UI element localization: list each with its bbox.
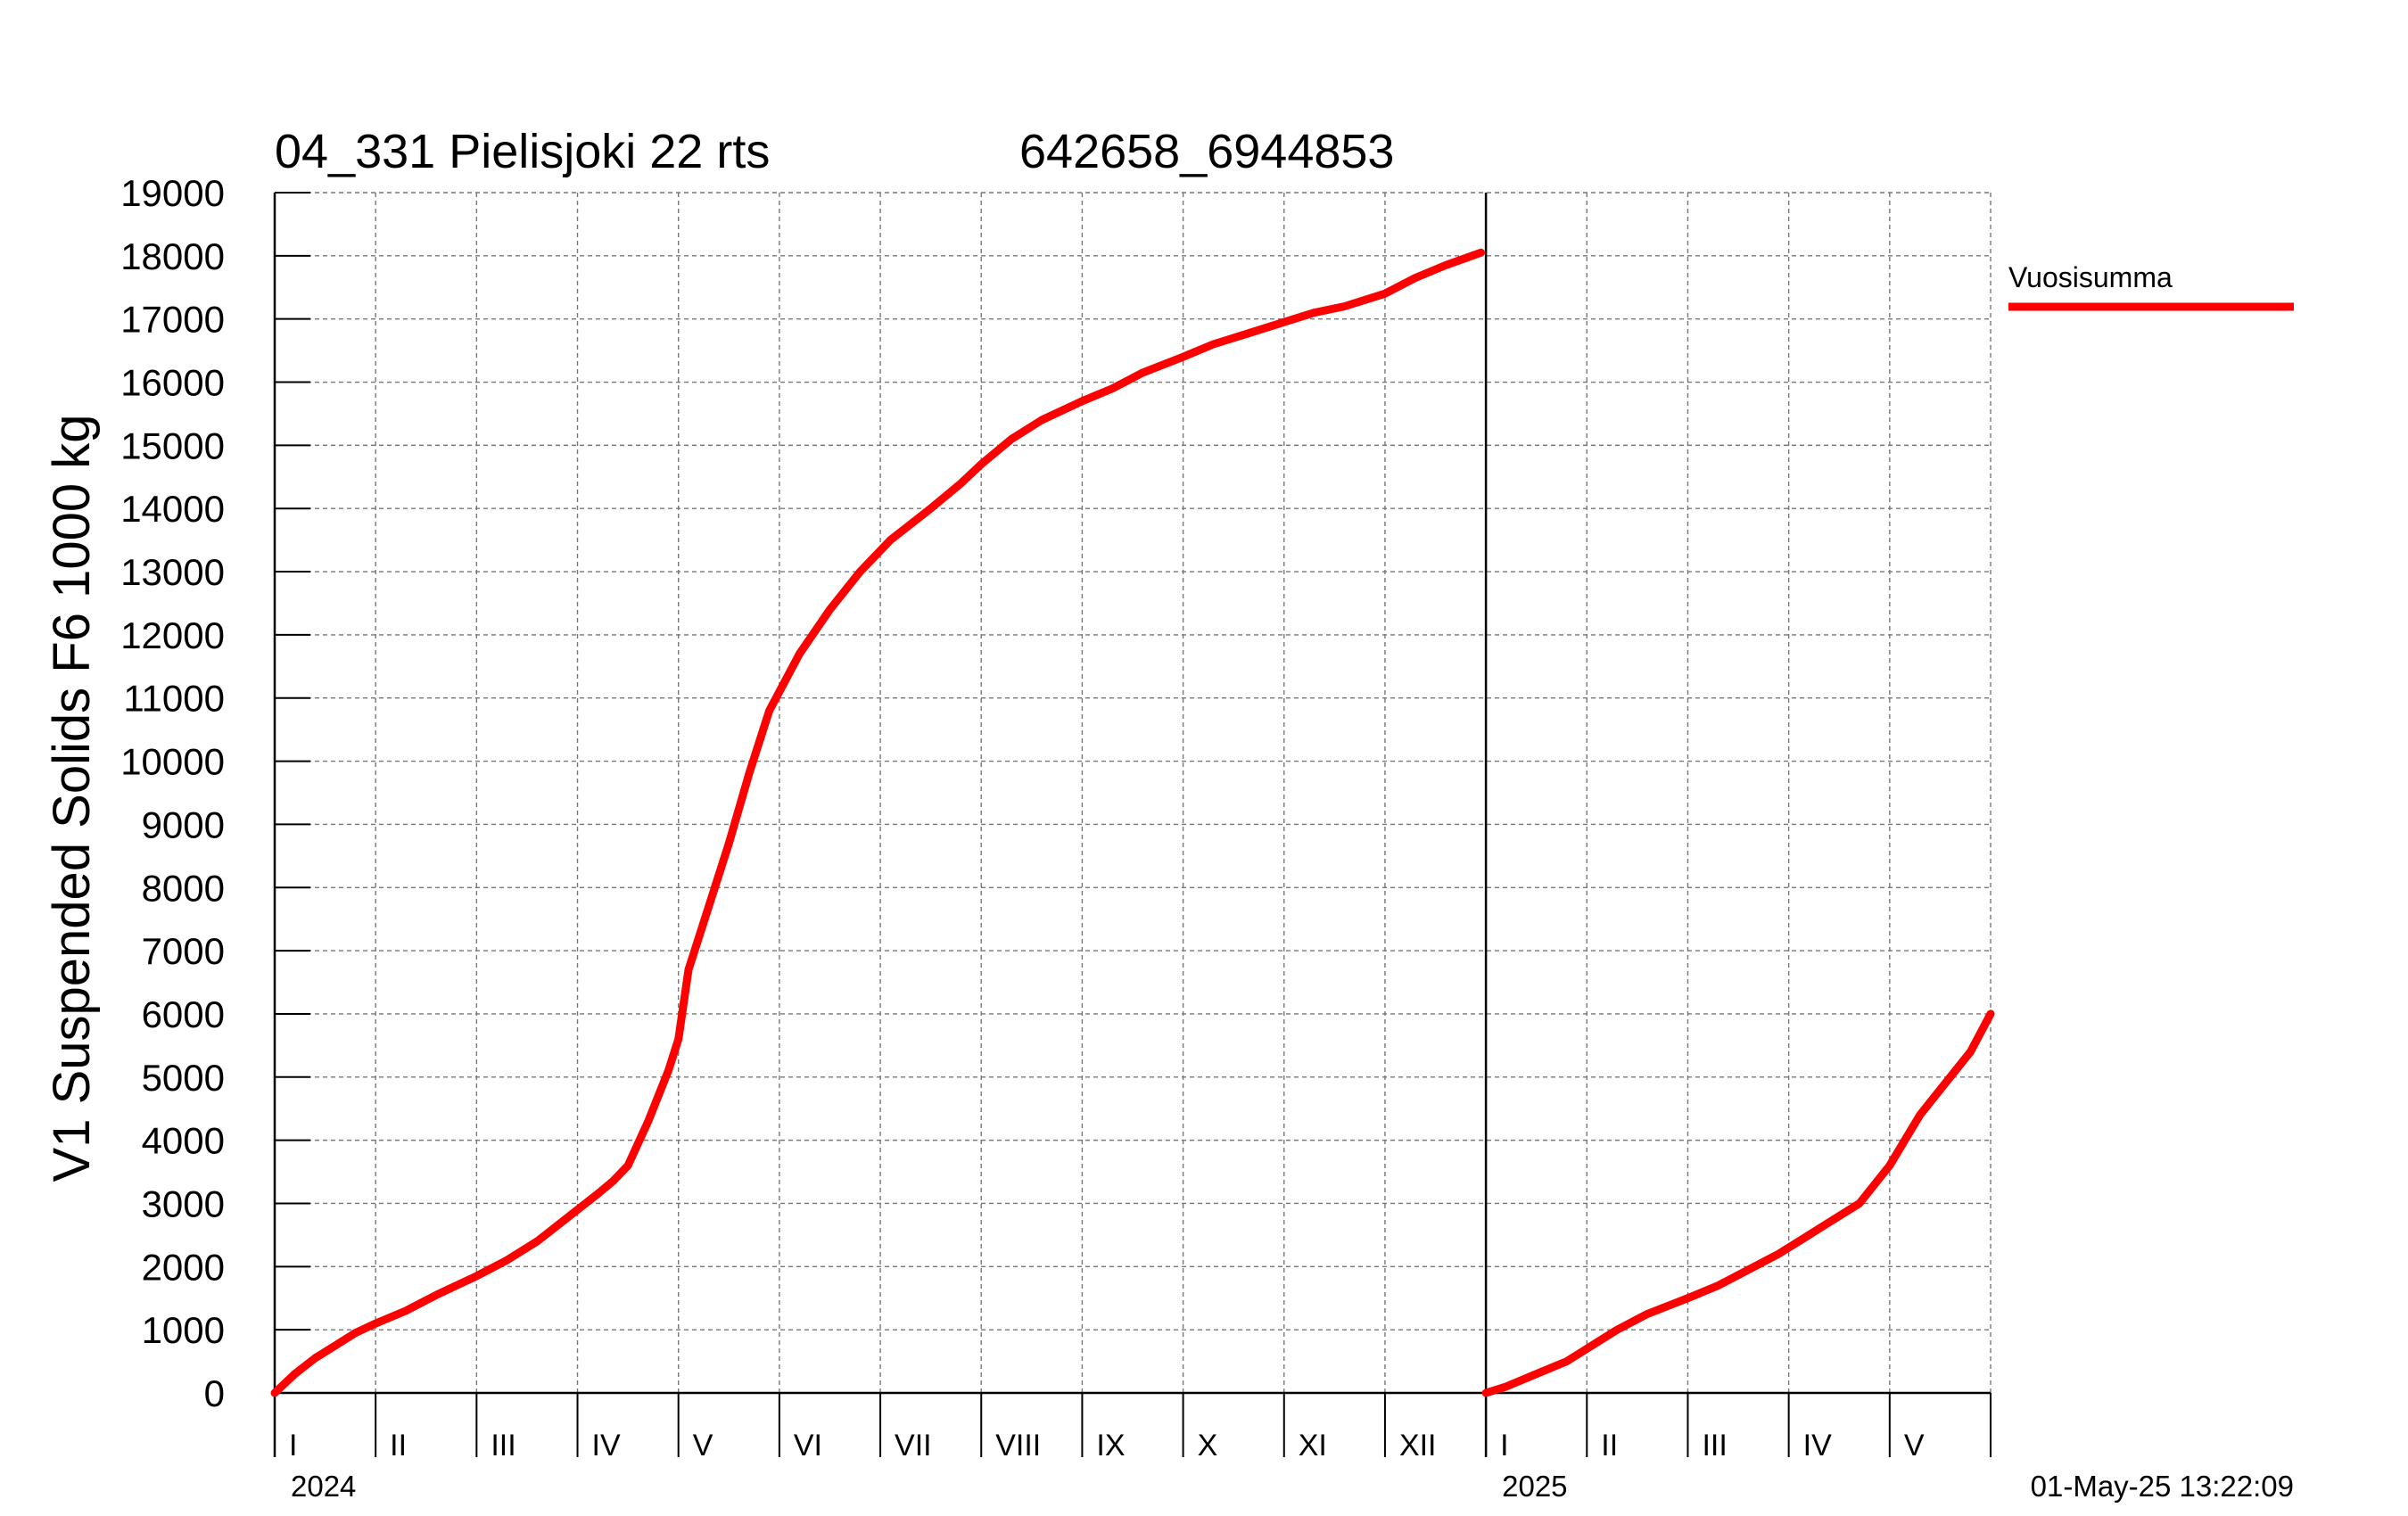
month-label: X: [1198, 1429, 1218, 1462]
legend-label: Vuosisumma: [2008, 261, 2173, 293]
y-tick-label: 7000: [142, 930, 225, 972]
y-tick-label: 12000: [120, 614, 225, 656]
y-tick-label: 8000: [142, 867, 225, 909]
year-label: 2024: [291, 1470, 356, 1503]
month-label: VII: [895, 1429, 932, 1462]
timestamp: 01-May-25 13:22:09: [2031, 1470, 2294, 1503]
chart-subtitle: 642658_6944853: [1019, 125, 1394, 178]
month-label: VIII: [995, 1429, 1041, 1462]
y-tick-label: 16000: [120, 362, 225, 404]
month-label: II: [1601, 1429, 1618, 1462]
axes: [273, 192, 1992, 1457]
y-tick-label: 17000: [120, 299, 225, 341]
y-tick-label: 19000: [120, 172, 225, 214]
month-label: II: [390, 1429, 407, 1462]
month-label: III: [491, 1429, 515, 1462]
y-tick-label: 6000: [142, 993, 225, 1035]
y-tick-label: 2000: [142, 1246, 225, 1288]
y-tick-label: 4000: [142, 1120, 225, 1162]
y-tick-label: 15000: [120, 424, 225, 466]
month-label: IV: [1803, 1429, 1832, 1462]
y-tick-label: 5000: [142, 1057, 225, 1099]
y-tick-label: 3000: [142, 1182, 225, 1224]
month-label: VI: [794, 1429, 822, 1462]
month-label: I: [289, 1429, 297, 1462]
month-label: V: [693, 1429, 713, 1462]
series-line: [1481, 1009, 1995, 1397]
grid-lines: [275, 192, 1992, 1393]
month-label: IV: [592, 1429, 621, 1462]
month-label: III: [1702, 1429, 1727, 1462]
month-label: XII: [1399, 1429, 1437, 1462]
chart-title: 04_331 Pielisjoki 22 rts: [275, 125, 770, 178]
data-series: [270, 248, 1995, 1397]
y-tick-label: 1000: [142, 1309, 225, 1351]
month-label: I: [1500, 1429, 1508, 1462]
y-tick-label: 13000: [120, 551, 225, 593]
month-label: V: [1904, 1429, 1925, 1462]
y-axis-label: V1 Suspended Solids F6 1000 kg: [43, 415, 101, 1182]
y-tick-label: 10000: [120, 741, 225, 783]
y-tick-label: 14000: [120, 488, 225, 530]
y-tick-labels: 0 1000 2000 3000 4000 5000 6000 7000 8000 9000 100…: [120, 172, 225, 1414]
y-tick-label: 18000: [120, 235, 225, 277]
y-tick-label: 0: [204, 1372, 225, 1414]
y-tick-label: 11000: [123, 678, 225, 720]
legend: Vuosisumma: [2008, 261, 2294, 311]
month-label: IX: [1096, 1429, 1125, 1462]
year-label: 2025: [1502, 1470, 1567, 1503]
y-tick-label: 9000: [142, 803, 225, 845]
series-line: [270, 248, 1485, 1397]
month-label: XI: [1299, 1429, 1327, 1462]
